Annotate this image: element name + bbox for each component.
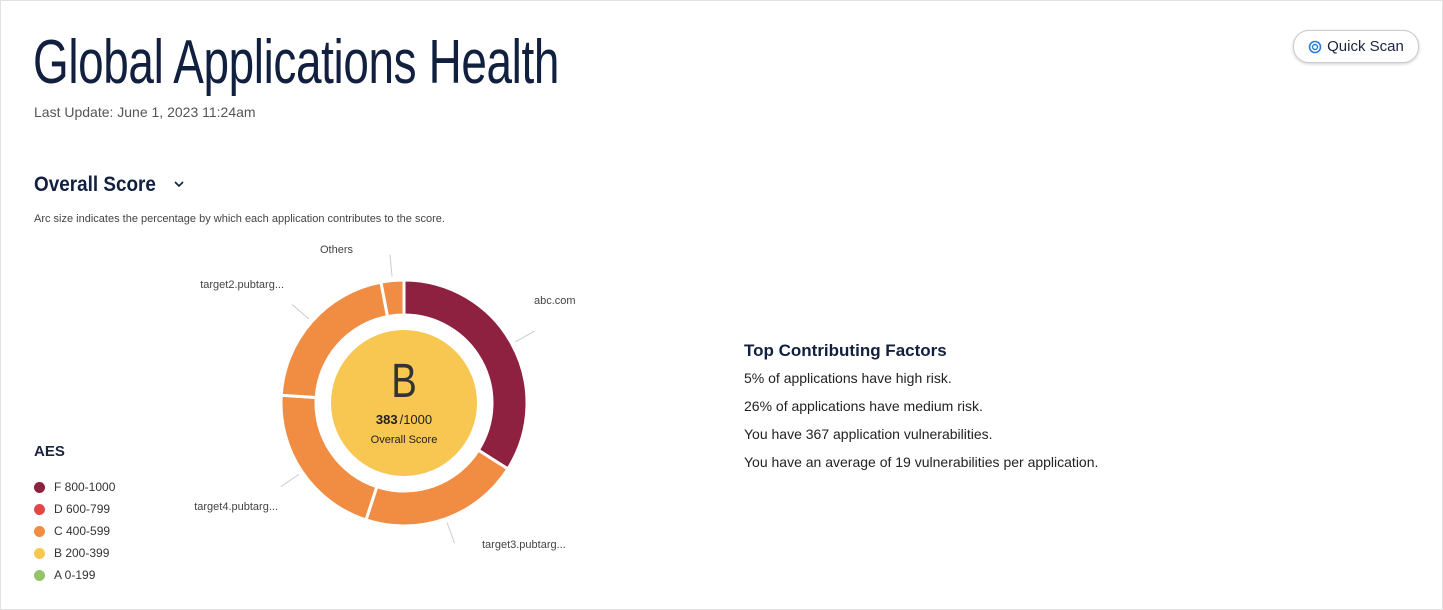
factor-item: 5% of applications have high risk. (744, 370, 952, 386)
legend-swatch (34, 481, 45, 493)
legend-item: F 800-1000 (34, 476, 115, 498)
legend-item: B 200-399 (34, 542, 115, 564)
legend-label: C 400-599 (54, 524, 111, 538)
score: 383 (376, 412, 398, 427)
legend-label: D 600-799 (54, 502, 111, 516)
grade: B (391, 355, 417, 408)
factor-item: 26% of applications have medium risk. (744, 398, 983, 414)
leader-line (280, 473, 300, 488)
legend-label: A 0-199 (54, 568, 96, 582)
leader-line (291, 304, 310, 320)
donut-segment (379, 278, 406, 319)
legend-item: D 600-799 (34, 498, 115, 520)
factor-item: You have an average of 19 vulnerabilitie… (744, 454, 1099, 470)
segment-label: target3.pubtarg... (482, 539, 566, 551)
legend-swatch (34, 525, 45, 537)
scan-icon (1308, 40, 1322, 53)
leader-line (446, 522, 455, 544)
legend-swatch (34, 569, 45, 581)
legend-label: F 800-1000 (54, 480, 116, 494)
legend-swatch (34, 547, 45, 559)
legend-item: C 400-599 (34, 520, 115, 542)
chart-subtitle: Arc size indicates the percentage by whi… (34, 213, 445, 225)
leader-line (389, 254, 393, 277)
leader-line (515, 330, 535, 343)
section-title: Overall Score (34, 173, 156, 196)
legend: F 800-1000 D 600-799 C 400-599 B 200-399 A 0… (34, 476, 115, 586)
factor-item: You have 367 application vulnerabilities… (744, 426, 993, 442)
segment-label: Others (320, 244, 354, 256)
center-label: Overall Score (371, 434, 438, 446)
center-circle (331, 330, 477, 476)
score-line: 383/1000 (376, 412, 432, 427)
legend-item: A 0-199 (34, 564, 115, 586)
legend-swatch (34, 503, 45, 515)
score-max: /1000 (400, 412, 433, 427)
segment-label: target2.pubtarg... (200, 279, 284, 291)
factors-title: Top Contributing Factors (744, 341, 947, 360)
segment-label: abc.com (534, 295, 576, 307)
dropdown-chevron[interactable] (173, 179, 185, 189)
button-label: Quick Scan (1327, 38, 1404, 55)
legend-title: AES (34, 443, 65, 460)
legend-label: B 200-399 (54, 546, 110, 560)
factors-list: 5% of applications have high risk. 26% of… (744, 370, 1098, 482)
page-title: Global Applications Health (33, 28, 559, 97)
last-update: Last Update: June 1, 2023 11:24am (34, 104, 256, 120)
quick-scan-button[interactable]: Quick Scan (1293, 30, 1419, 63)
donut-chart: abc.com target3.pubtarg... target4.pubtarg… (194, 244, 576, 551)
segment-label: target4.pubtarg... (194, 501, 278, 513)
